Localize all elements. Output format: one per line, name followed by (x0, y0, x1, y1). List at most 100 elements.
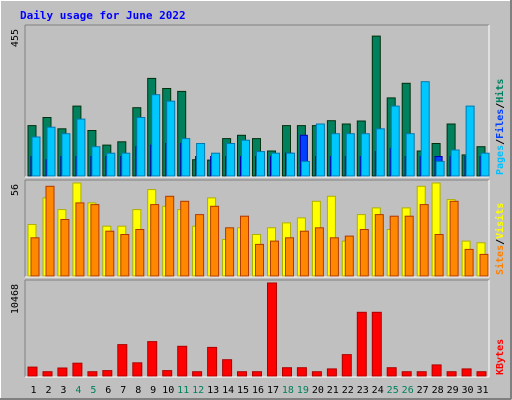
x-tick-label: 20 (312, 385, 324, 396)
bar-kbytes-day-2 (42, 371, 53, 377)
x-tick-label: 5 (90, 385, 96, 396)
bar-kbytes-day-1 (27, 366, 38, 377)
bar-kbytes-day-31 (476, 371, 487, 377)
bar-pages-day-29 (450, 149, 460, 177)
x-tick-label: 9 (150, 385, 156, 396)
x-tick-label: 8 (135, 385, 141, 396)
bar-sites-day-21 (329, 237, 339, 277)
bar-sites-day-29 (449, 200, 459, 277)
bar-sites-day-14 (225, 227, 235, 277)
bar-sites-day-5 (90, 204, 100, 277)
bar-kbytes-day-19 (296, 367, 307, 377)
x-tick-label: 21 (327, 385, 339, 396)
x-tick-label: 4 (75, 385, 81, 396)
bar-sites-day-13 (210, 205, 220, 277)
bar-kbytes-day-9 (147, 341, 158, 377)
bar-sites-day-12 (195, 214, 205, 277)
x-tick-label: 19 (297, 385, 309, 396)
bar-kbytes-day-5 (87, 371, 98, 377)
x-tick-label: 3 (60, 385, 66, 396)
bar-sites-day-4 (75, 202, 85, 277)
bar-pages-day-22 (345, 133, 355, 177)
bar-kbytes-day-25 (386, 367, 397, 377)
bar-kbytes-day-26 (401, 371, 412, 377)
panel-visits-sites: 56 Sites/Visits (10, 179, 506, 278)
bar-pages-day-11 (181, 138, 191, 177)
x-tick-label: 29 (447, 385, 459, 396)
bar-pages-day-5 (91, 146, 101, 177)
bar-sites-day-26 (404, 215, 414, 277)
y-max-label: 10468 (10, 284, 21, 314)
bar-kbytes-day-30 (461, 368, 472, 377)
legend: Pages/Files/Hits (494, 79, 506, 175)
x-tick-label: 13 (207, 385, 219, 396)
bar-kbytes-day-6 (102, 370, 113, 377)
legend-item: Visits (494, 203, 506, 239)
bar-kbytes-day-10 (162, 370, 173, 377)
bar-kbytes-day-27 (416, 371, 427, 377)
bar-pages-day-4 (76, 118, 86, 177)
bar-sites-day-31 (479, 253, 489, 277)
bar-sites-day-8 (135, 229, 145, 277)
bar-kbytes-day-22 (341, 354, 352, 377)
bar-kbytes-day-8 (132, 362, 143, 377)
bar-sites-day-30 (464, 248, 474, 277)
bar-pages-day-30 (465, 105, 475, 177)
x-tick-label: 1 (30, 385, 36, 396)
x-tick-label: 17 (267, 385, 279, 396)
bar-sites-day-16 (255, 243, 264, 277)
x-tick-label: 10 (162, 385, 174, 396)
chart-title: Daily usage for June 2022 (20, 9, 186, 22)
bar-kbytes-day-15 (237, 371, 247, 377)
bar-pages-day-12 (196, 143, 206, 177)
bar-pages-day-23 (360, 133, 370, 177)
legend-item: Files (494, 109, 506, 139)
x-tick-label: 30 (461, 385, 473, 396)
bar-sites-day-15 (240, 215, 249, 277)
bar-sites-day-25 (389, 215, 399, 277)
bar-kbytes-day-24 (371, 311, 382, 377)
panel-frame (25, 280, 489, 377)
bar-kbytes-day-12 (192, 371, 203, 377)
bar-pages-day-31 (480, 152, 490, 177)
x-tick-label: 22 (342, 385, 354, 396)
bar-sites-day-10 (165, 195, 175, 277)
y-max-label: 455 (10, 29, 21, 47)
bar-sites-day-1 (30, 237, 40, 277)
bar-pages-day-1 (31, 136, 41, 177)
bar-kbytes-day-20 (311, 371, 322, 377)
x-tick-label: 27 (417, 385, 429, 396)
x-tick-label: 24 (372, 385, 384, 396)
x-tick-label: 11 (177, 385, 189, 396)
bar-kbytes-day-7 (117, 344, 128, 377)
bar-sites-day-27 (419, 204, 429, 277)
bar-kbytes-day-18 (282, 367, 292, 377)
x-tick-label: 7 (120, 385, 126, 396)
bar-pages-day-14 (226, 143, 236, 177)
bar-pages-day-9 (151, 94, 161, 177)
bar-sites-day-20 (314, 227, 324, 277)
bar-kbytes-day-16 (252, 371, 262, 377)
bar-kbytes-day-17 (267, 282, 277, 377)
y-max-label: 56 (10, 184, 21, 196)
x-tick-label: 26 (402, 385, 414, 396)
bar-pages-day-25 (390, 105, 400, 177)
bar-kbytes-day-3 (57, 367, 68, 377)
bar-pages-day-20 (315, 123, 325, 177)
x-tick-label: 2 (45, 385, 51, 396)
bar-kbytes-day-29 (446, 371, 457, 377)
bar-pages-day-3 (61, 133, 71, 177)
bar-kbytes-day-11 (177, 345, 188, 377)
bar-sites-day-9 (150, 204, 160, 277)
x-tick-label: 6 (105, 385, 111, 396)
bar-sites-day-28 (434, 234, 444, 277)
legend-item: Sites (494, 245, 506, 275)
bar-pages-day-26 (405, 133, 415, 177)
bar-sites-day-7 (120, 234, 130, 277)
panel-kbytes: 10468 KBytes (10, 279, 506, 378)
legend-item: Pages (495, 145, 506, 175)
bar-pages-day-15 (241, 139, 250, 177)
legend: KBytes (495, 339, 506, 375)
bar-kbytes-day-14 (222, 359, 233, 377)
